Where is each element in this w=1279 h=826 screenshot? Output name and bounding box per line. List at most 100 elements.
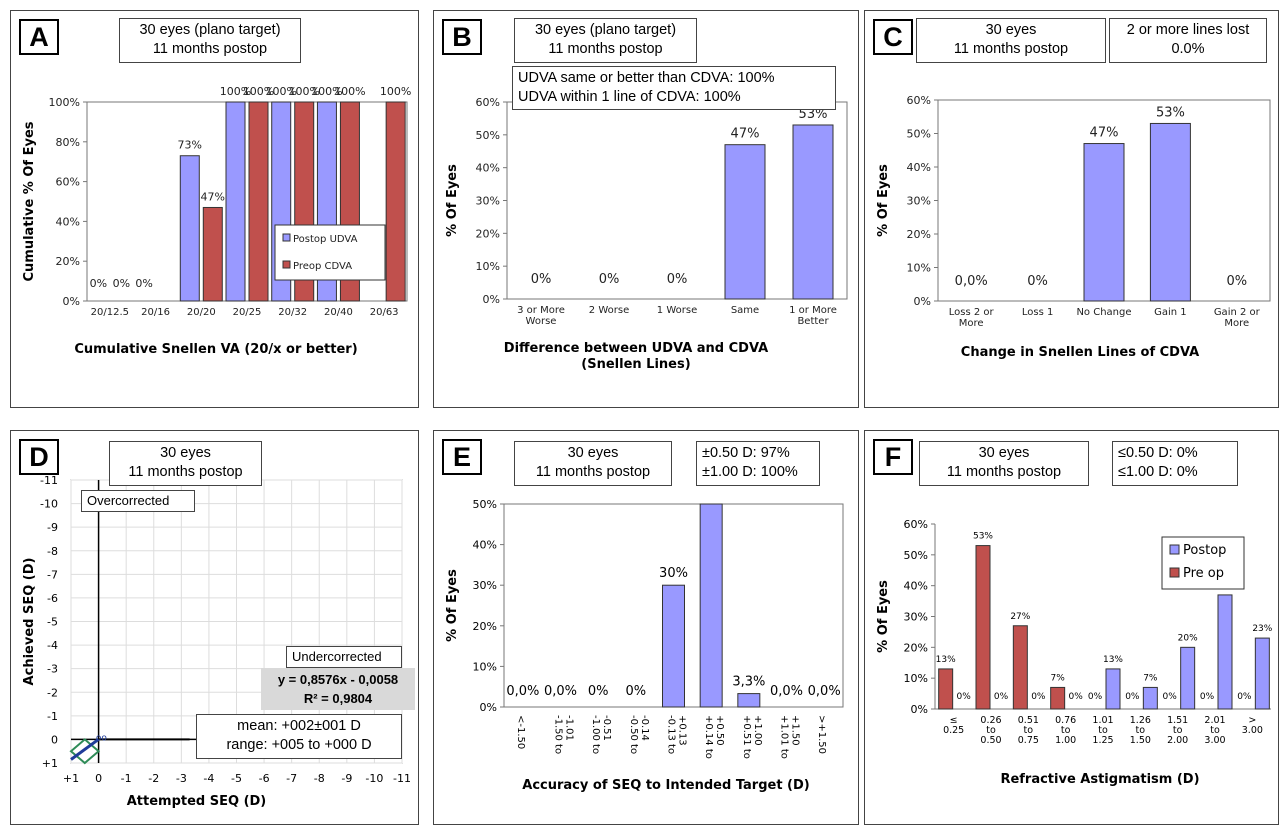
note-line: 2 or more lines lost	[1126, 22, 1250, 38]
note-line: ≤1.00 D: 0%	[1118, 464, 1198, 480]
bar	[1105, 668, 1121, 710]
panel-a: 0% 20% 40% 60% 80% 100% Cumulative % Of Eyes 0%…	[10, 10, 419, 408]
data-label: 0%	[113, 277, 130, 290]
y-tick-label: 40%	[907, 161, 931, 174]
y-tick-label: -4	[47, 639, 58, 652]
x-tick-label: Loss 1	[1022, 307, 1053, 318]
panel-b: 0% 10% 20% 30% 40% 50% 60% % Of Eyes 0% 0% 0% 47% 53…	[433, 10, 859, 408]
bar	[1149, 122, 1191, 302]
x-tick-label: 2 Worse	[589, 305, 629, 316]
x-tick-label: -1	[121, 772, 132, 785]
y-tick-label: -8	[47, 545, 58, 558]
y-axis-title: Cumulative % Of Eyes	[22, 121, 37, 281]
y-axis-title: % Of Eyes	[876, 164, 891, 237]
x-tick-label: +1.01 to	[779, 715, 790, 759]
x-tick-label: -9	[341, 772, 352, 785]
data-label: 0%	[1200, 692, 1215, 702]
legend-swatch	[282, 260, 291, 269]
undercorrected-label: Undercorrected	[286, 646, 402, 668]
chart-title-line: 30 eyes (plano target)	[139, 22, 281, 38]
y-tick-label: 0%	[480, 701, 497, 714]
data-label: 0%	[667, 272, 688, 287]
data-label: 0%	[1027, 274, 1048, 289]
x-tick-label: 3.00	[1242, 725, 1263, 736]
panel-d: +1 0 -1 -2 -3 -4 -5 -6 -7 -8 -9 -10 -11 +1 0 -1 -2 -3 -4 -5…	[10, 430, 419, 825]
y-axis-title: % Of Eyes	[445, 164, 460, 237]
data-label: 0%	[135, 277, 152, 290]
x-tick-label: 20/40	[324, 307, 353, 318]
y-tick-label: -2	[47, 686, 58, 699]
panel-e: 0% 10% 20% 30% 40% 50% % Of Eyes 0,0% 0,0% 0% 0% 30…	[433, 430, 859, 825]
y-tick-label: 50%	[473, 498, 497, 511]
x-tick-label: to	[1098, 725, 1108, 736]
x-tick-label: -1.50 to	[553, 715, 564, 754]
overcorrected-text: Overcorrected	[87, 493, 170, 508]
y-tick-label: 50%	[907, 128, 931, 141]
tolerance-band	[69, 738, 101, 765]
y-tick-label: 0%	[63, 295, 80, 308]
x-tick-label: 20/20	[187, 307, 216, 318]
x-tick-label: 0.76	[1055, 715, 1076, 726]
x-tick-label: 3 or More	[517, 305, 565, 316]
data-label: 30%	[659, 566, 688, 581]
chart-title-line: 11 months postop	[953, 41, 1069, 57]
y-tick-label: 100%	[49, 96, 80, 109]
data-label: 0%	[1031, 692, 1046, 702]
x-tick-label: 0.75	[1018, 735, 1039, 746]
y-tick-label: 60%	[56, 176, 80, 189]
note-box: ≤0.50 D: 0% ≤1.00 D: 0%	[1112, 441, 1238, 486]
y-tick-label: 60%	[907, 94, 931, 107]
y-tick-label: +1	[42, 757, 58, 770]
data-label: 7%	[1143, 673, 1158, 683]
x-tick-label: More	[1224, 318, 1249, 329]
x-tick-label: Worse	[526, 316, 557, 327]
y-tick-label: 0%	[914, 295, 931, 308]
chart-title-line: 30 eyes	[567, 445, 619, 461]
regression-equation: y = 0,8576x - 0,0058 R² = 0,9804	[261, 668, 415, 710]
legend-box	[274, 224, 386, 281]
note-box: 2 or more lines lost 0.0%	[1109, 18, 1267, 63]
y-tick-label: 40%	[56, 215, 80, 228]
data-label: 0%	[531, 272, 552, 287]
chart-title-line: 11 months postop	[128, 464, 243, 480]
chart-title-line: 11 months postop	[946, 464, 1062, 480]
legend-label: Pre op	[1183, 566, 1224, 581]
bar	[699, 503, 723, 708]
bar	[225, 101, 246, 302]
stats-line: range: +005 to +000 D	[226, 737, 372, 753]
y-tick-label: 60%	[476, 96, 500, 109]
y-tick-label: 10%	[907, 262, 931, 275]
x-tick-label: -1.00 to	[590, 715, 601, 754]
x-tick-label: -0.51	[601, 715, 612, 741]
data-label: 53%	[799, 107, 828, 122]
x-tick-label: 20/63	[370, 307, 399, 318]
data-points: oo	[96, 734, 108, 744]
data-label: 0,0%	[770, 684, 803, 699]
y-axis-title: Achieved SEQ (D)	[22, 558, 37, 686]
x-axis-title: Attempted SEQ (D)	[127, 794, 267, 809]
bar	[385, 101, 406, 302]
data-label: 53%	[973, 532, 993, 542]
data-label: 100%	[288, 85, 319, 98]
x-tick-label: 1 Worse	[657, 305, 697, 316]
data-label: 0,0%	[955, 274, 988, 289]
plot-area	[86, 101, 408, 302]
data-label: 0%	[994, 692, 1009, 702]
y-axis-title: % Of Eyes	[876, 580, 891, 653]
data-label: 13%	[1103, 655, 1123, 665]
x-tick-label: to	[1061, 725, 1071, 736]
data-label: 3,3%	[732, 675, 765, 690]
x-axis-title: Accuracy of SEQ to Intended Target (D)	[522, 778, 809, 793]
data-label: 73%	[178, 139, 202, 152]
chart-d: +1 0 -1 -2 -3 -4 -5 -6 -7 -8 -9 -10 -11 +1 0 -1 -2 -3 -4 -5…	[22, 474, 411, 809]
x-tick-label: +0.51 to	[741, 715, 752, 759]
x-tick-label: 1.25	[1092, 735, 1113, 746]
y-tick-label: 20%	[907, 228, 931, 241]
panel-c: 0% 10% 20% 30% 40% 50% 60% % Of Eyes 0,0% 0% 47% 53…	[864, 10, 1279, 408]
chart-f: 0% 10% 20% 30% 40% 50% 60% % Of Eyes 13% 53% 27% 7%…	[876, 518, 1273, 787]
bar	[1254, 637, 1270, 710]
legend-swatch	[1169, 544, 1180, 555]
x-tick-label: 1.01	[1092, 715, 1113, 726]
x-tick-label: -11	[393, 772, 411, 785]
y-tick-label: 50%	[476, 129, 500, 142]
